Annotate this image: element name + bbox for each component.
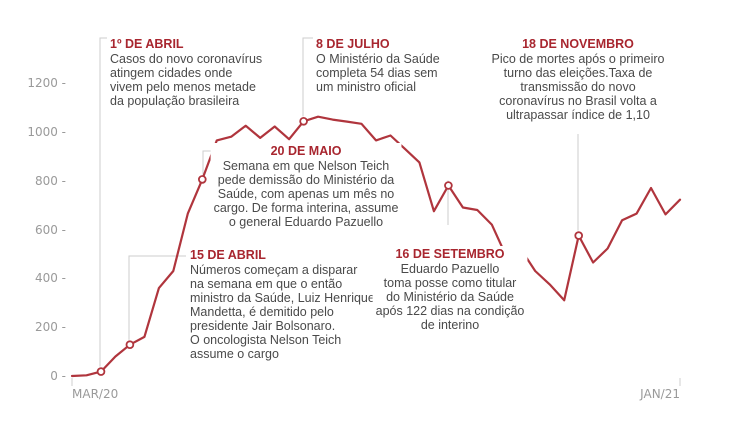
- y-tick-label: 400 -: [35, 271, 66, 285]
- x-tick-label: MAR/20: [72, 387, 118, 401]
- annotation-title: 20 DE MAIO: [271, 144, 342, 158]
- annotation-line: pede demissão do Ministério da: [218, 173, 395, 187]
- annotation-line: de interino: [421, 318, 479, 332]
- annotation-title: 15 DE ABRIL: [190, 248, 266, 262]
- annotation-background: [210, 143, 402, 230]
- annotation-line: turno das eleições.Taxa de: [504, 66, 653, 80]
- annotation-line: presidente Jair Bolsonaro.: [190, 319, 335, 333]
- annotation-line: Mandetta, é demitido pelo: [190, 305, 334, 319]
- annotation-background: [187, 247, 378, 362]
- annotation-line: O oncologista Nelson Teich: [190, 333, 341, 347]
- annotation-line: completa 54 dias sem: [316, 66, 438, 80]
- annotation-background: [488, 36, 668, 123]
- annotation-line: após 122 dias na condição: [376, 304, 525, 318]
- annotation-background: [107, 36, 266, 109]
- y-tick-label: 600 -: [35, 223, 66, 237]
- annotation-line: ministro da Saúde, Luiz Henrique: [190, 291, 375, 305]
- annotation-markers: [96, 117, 583, 376]
- annotation-line: o general Eduardo Pazuello: [229, 215, 383, 229]
- annotation-line: coronavírus no Brasil volta a: [499, 94, 657, 108]
- annotation-line: um ministro oficial: [316, 80, 416, 94]
- annotation-line: ultrapassar índice de 1,10: [506, 108, 650, 122]
- y-tick-label: 200 -: [35, 320, 66, 334]
- annotation-line: O Ministério da Saúde: [316, 52, 440, 66]
- annotation-line: atingem cidades onde: [110, 66, 232, 80]
- annotation-line: toma posse como titular: [384, 276, 517, 290]
- y-tick-label: 1000 -: [27, 125, 66, 139]
- annotation-background: [372, 246, 528, 333]
- annotation-marker: [125, 340, 135, 350]
- annotation-line: Pico de mortes após o primeiro: [492, 52, 665, 66]
- annotation-line: vivem pelo menos metade: [110, 80, 256, 94]
- annotation-leader: [302, 37, 314, 117]
- annotation-marker: [198, 175, 207, 184]
- annotation-marker: [444, 181, 453, 190]
- annotation-line: transmissão do novo: [520, 80, 635, 94]
- annotation-title: 8 DE JULHO: [316, 37, 390, 51]
- y-tick-label: 0 -: [50, 369, 66, 383]
- x-tick-label: JAN/21: [639, 387, 680, 401]
- annotation-leader: [99, 37, 110, 367]
- annotation-line: cargo. De forma interina, assume: [214, 201, 399, 215]
- annotation-line: do Ministério da Saúde: [386, 290, 514, 304]
- annotation-line: Saúde, com apenas um mês no: [218, 187, 395, 201]
- annotation-line: Números começam a disparar: [190, 263, 357, 277]
- annotation-line: Semana em que Nelson Teich: [223, 159, 390, 173]
- annotation-line: assume o cargo: [190, 347, 279, 361]
- annotation-title: 16 DE SETEMBRO: [395, 247, 504, 261]
- annotation-background: [313, 36, 443, 95]
- annotation-marker: [96, 367, 106, 376]
- annotation-line: da população brasileira: [110, 94, 239, 108]
- annotation-leader: [128, 255, 186, 340]
- annotation-title: 18 DE NOVEMBRO: [522, 37, 634, 51]
- y-tick-label: 1200 -: [27, 76, 66, 90]
- y-tick-label: 800 -: [35, 174, 66, 188]
- annotation-title: 1º DE ABRIL: [110, 37, 184, 51]
- annotation-marker: [299, 117, 308, 126]
- annotation-line: na semana em que o então: [190, 277, 342, 291]
- x-axis: MAR/20 JAN/21: [71, 378, 681, 401]
- y-axis: 0 - 200 - 400 - 600 - 800 - 1000 - 1200 …: [27, 76, 66, 383]
- annotation-marker: [574, 231, 583, 240]
- annotation-line: Casos do novo coronavírus: [110, 52, 262, 66]
- annotation-line: Eduardo Pazuello: [401, 262, 500, 276]
